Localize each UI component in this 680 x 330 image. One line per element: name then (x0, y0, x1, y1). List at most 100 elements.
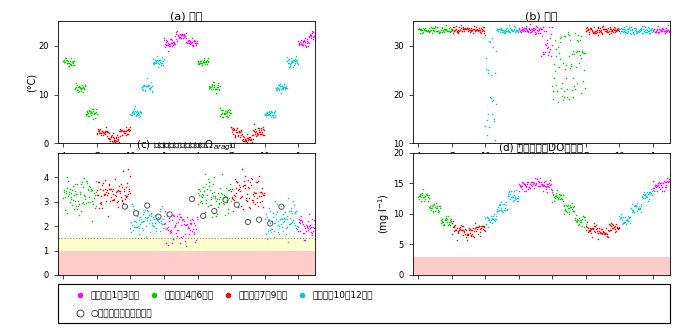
Point (328, 61, 339, 66)
Point (437, 28, 448, 33)
Point (534, 179, 545, 184)
Point (64, 60, 75, 66)
Point (83, 187, 94, 192)
Point (501, 29, 512, 34)
Point (544, 181, 555, 186)
Point (190, 43, 201, 48)
Point (537, 181, 547, 186)
Point (364, 196, 375, 201)
Point (424, 29, 435, 35)
Point (86, 111, 97, 116)
Point (449, 224, 460, 229)
Point (511, 196, 522, 202)
Point (329, 188, 340, 193)
Point (218, 107, 228, 113)
Point (436, 217, 447, 223)
Point (355, 110, 366, 116)
Point (605, 223, 616, 229)
Point (81, 178, 92, 183)
Point (439, 216, 450, 222)
Point (640, 192, 651, 197)
Point (321, 41, 332, 46)
Point (518, 25, 529, 31)
Point (76, 180, 87, 185)
Point (91, 112, 102, 117)
Point (68, 59, 79, 64)
Point (164, 212, 175, 217)
Point (250, 191, 260, 196)
FancyBboxPatch shape (58, 284, 670, 323)
Point (176, 235, 187, 240)
Point (354, 112, 365, 117)
Point (110, 176, 121, 181)
Point (241, 197, 252, 203)
Point (271, 84, 282, 90)
Point (578, 67, 589, 72)
Point (305, 32, 316, 37)
Point (425, 28, 436, 34)
Point (590, 31, 600, 36)
Point (500, 26, 511, 32)
Point (215, 185, 226, 190)
Point (299, 36, 310, 41)
Point (622, 29, 633, 34)
Point (76, 182, 87, 187)
Point (122, 131, 133, 137)
Point (575, 90, 586, 95)
Point (517, 186, 528, 192)
Point (430, 28, 441, 34)
Point (67, 183, 78, 188)
Point (309, 218, 320, 223)
Point (507, 195, 517, 200)
Point (128, 225, 139, 230)
Point (609, 27, 619, 32)
Point (612, 226, 623, 231)
Point (148, 60, 158, 66)
Point (453, 29, 464, 34)
Point (257, 131, 268, 137)
Point (192, 214, 203, 220)
Point (224, 112, 235, 117)
Point (507, 28, 517, 33)
Point (363, 191, 374, 196)
Point (145, 217, 156, 223)
Point (471, 24, 481, 30)
Point (588, 30, 598, 35)
Point (233, 132, 243, 138)
Point (514, 184, 525, 189)
Point (636, 203, 647, 209)
Point (113, 134, 124, 139)
Point (661, 27, 672, 33)
Point (328, 62, 339, 67)
Point (83, 113, 94, 118)
Point (479, 30, 490, 36)
Point (63, 64, 74, 69)
Point (156, 60, 167, 65)
Point (265, 109, 276, 114)
Point (95, 130, 106, 135)
Point (583, 227, 594, 233)
Point (517, 27, 528, 32)
Point (209, 79, 220, 84)
Point (265, 221, 275, 226)
Point (320, 239, 331, 245)
Point (534, 183, 545, 188)
Point (259, 216, 270, 222)
Point (291, 59, 302, 64)
Point (633, 29, 644, 34)
Point (625, 205, 636, 210)
Point (358, 192, 369, 198)
Point (666, 27, 677, 32)
Point (634, 205, 645, 210)
Point (214, 87, 224, 92)
Point (250, 131, 261, 137)
Point (156, 61, 167, 66)
Point (218, 112, 229, 117)
Point (483, 217, 494, 223)
Point (650, 185, 661, 190)
Point (262, 236, 273, 241)
Point (590, 230, 600, 235)
Point (634, 27, 645, 33)
Point (419, 195, 430, 200)
Point (421, 27, 432, 33)
